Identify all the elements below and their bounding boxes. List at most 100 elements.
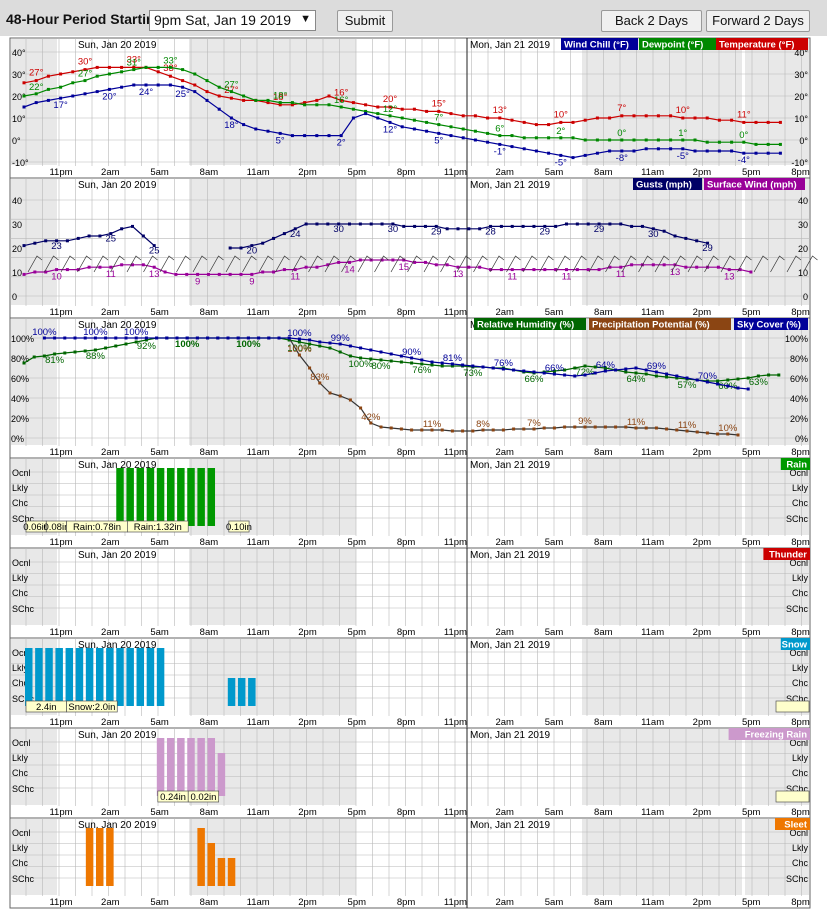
data-point [486,140,490,144]
data-point [290,134,294,138]
data-label: 11% [423,419,442,430]
data-point [619,265,623,269]
data-point [603,366,607,370]
data-point [376,112,380,116]
data-point [402,224,406,228]
level-label-right: Ocnl [789,828,808,838]
data-point [706,241,710,245]
level-label-right: Lkly [792,663,809,673]
back-2-days-button[interactable]: Back 2 Days [601,10,702,32]
hour-label: 5pm [742,627,761,638]
data-point [471,364,475,368]
data-point [489,268,493,272]
data-label: 76% [494,358,514,369]
hour-label: 2pm [298,537,317,548]
data-point [46,74,50,78]
data-point [131,224,134,228]
y-tick-right: 10 [798,268,808,278]
level-label-right: Lkly [792,573,809,583]
hour-label: 11pm [444,167,467,178]
y-tick-right: 40% [790,394,808,404]
data-point [727,268,731,272]
data-point [512,427,516,431]
data-point [437,131,441,135]
data-point [339,134,343,138]
date-label-day1: Sun, Jan 20 2019 [78,820,157,831]
data-label: 11 [106,269,116,280]
panel-6: Sun, Jan 20 2019 Mon, Jan 21 2019 11pm 2am 5… [9,637,811,729]
data-label: 27° [29,68,44,79]
data-point [491,428,495,432]
level-label-left: Chc [12,768,29,778]
data-point [369,357,373,361]
data-point [461,136,465,140]
legend-label: Dewpoint (°F) [642,40,703,51]
data-point [624,370,628,374]
hour-label: 11am [247,307,270,318]
data-point [185,336,189,340]
data-point [174,272,178,276]
amount-label: 0.08in [43,522,69,533]
data-point [630,263,634,267]
data-point [181,79,185,83]
data-label: 100% [287,343,312,354]
data-point [42,336,46,340]
wind-barb [687,255,703,273]
data-point [364,112,368,116]
data-point [242,98,246,102]
data-point [532,224,536,228]
data-point [716,382,720,386]
night-shade [189,639,356,715]
data-point [742,140,746,144]
data-label: 6° [495,124,504,135]
data-point [767,373,771,377]
hour-label: 8am [594,627,613,638]
data-point [597,268,601,272]
data-point [586,222,590,226]
period-select[interactable]: 9pm Sat, Jan 19 2019 ▼ [149,10,316,31]
level-label-right: Ocnl [789,558,808,568]
wind-barb [572,255,587,273]
data-point [290,103,294,107]
data-point [726,378,730,382]
data-label: 30 [648,229,659,240]
data-point [736,377,740,381]
hour-label: 8pm [791,307,810,318]
data-point [318,381,322,385]
data-point [93,336,97,340]
data-point [632,114,636,118]
data-point [132,83,136,87]
y-tick-left: 0° [12,136,21,146]
data-point [449,134,453,138]
data-point [717,118,721,122]
wind-barb [407,255,422,273]
data-point [266,98,270,102]
data-point [559,120,563,124]
data-point [369,421,373,425]
hour-label: 5am [545,897,564,908]
data-point [608,138,612,142]
hour-label: 8am [594,537,613,548]
wind-barb [440,255,455,273]
y-tick-left: 40 [12,196,22,206]
wind-barb [671,255,686,273]
data-point [736,386,740,390]
data-point [456,265,460,269]
data-point [450,364,454,368]
data-point [114,336,118,340]
data-point [565,222,568,226]
hour-label: 2am [495,627,514,638]
hour-label: 2am [101,447,120,458]
data-point [542,426,546,430]
chevron-down-icon: ▼ [300,13,311,25]
hour-label: 2am [495,717,514,728]
data-point [669,147,673,151]
data-point [73,350,77,354]
data-point [425,120,429,124]
hour-label: 5am [545,807,564,818]
forward-2-days-button[interactable]: Forward 2 Days [706,10,810,32]
level-label-right: Chc [792,498,809,508]
submit-button[interactable]: Submit [337,10,393,32]
data-label: 9% [578,416,592,427]
date-label-day2: Mon, Jan 21 2019 [470,820,550,831]
